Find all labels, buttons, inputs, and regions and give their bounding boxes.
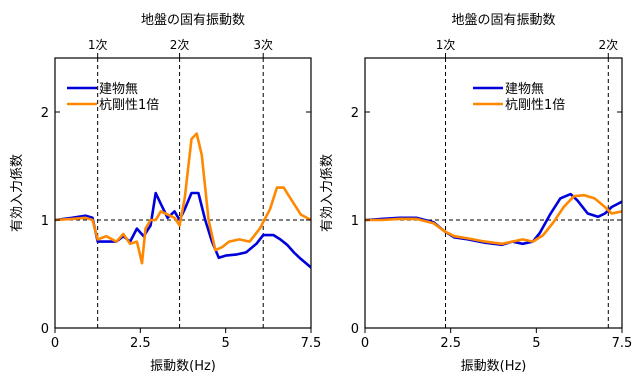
chart-title: 地盤の固有振動数 [141,13,245,28]
series-line-2 [55,132,311,265]
x-tick-label: 5 [532,336,540,351]
chart-panel-2: 地盤の固有振動数 1次 2次 0 2.5 5 7.5 0 1 2 振動数(Hz) 有効入力係数 建物無杭… [320,13,632,374]
x-tick-label: 2.5 [440,336,461,351]
x-tick-label: 7.5 [301,336,322,351]
plot-frame [54,57,312,329]
legend-label-2: 杭剛性1倍 [505,98,565,113]
chart-title: 地盤の固有振動数 [451,13,555,28]
legend-label-2: 杭剛性1倍 [99,98,159,113]
y-tick-label: 0 [351,322,359,337]
x-tick-label: 0 [361,336,369,351]
natural-frequency-label: 2次 [170,38,190,52]
plot-frame [364,57,623,329]
legend-label-1: 建物無 [99,82,138,97]
x-tick-label: 0 [51,336,59,351]
x-axis-label: 振動数(Hz) [150,359,216,374]
y-axis-label: 有効入力係数 [320,154,335,232]
natural-frequency-label: 3次 [253,38,273,52]
y-axis-label: 有効入力係数 [10,154,25,232]
series-line-2 [365,193,622,246]
y-tick-label: 2 [351,106,359,121]
y-tick-label: 1 [41,214,49,229]
y-tick-label: 0 [41,322,49,337]
x-axis-label: 振動数(Hz) [461,359,527,374]
y-tick-label: 1 [351,214,359,229]
chart-panel-1: 地盤の固有振動数 1次 2次 3次 0 2.5 5 7.5 0 1 2 振動数(Hz) 有効入力係数 建物… [10,13,321,374]
natural-frequency-label: 1次 [88,38,108,52]
natural-frequency-label: 1次 [436,38,456,52]
x-tick-label: 7.5 [612,336,632,351]
legend-label-1: 建物無 [505,82,544,97]
x-tick-label: 2.5 [130,336,151,351]
x-tick-label: 5 [222,336,230,351]
y-tick-label: 2 [41,106,49,121]
natural-frequency-label: 2次 [598,38,618,52]
